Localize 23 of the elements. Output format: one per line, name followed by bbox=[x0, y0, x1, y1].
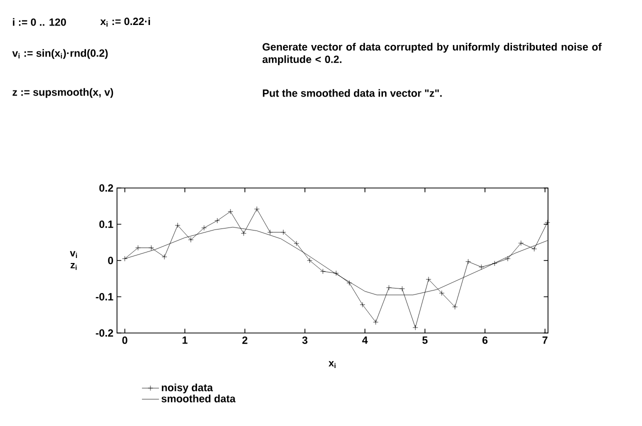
x-tick-label: 0 bbox=[122, 336, 128, 344]
x-tick-label: 5 bbox=[422, 336, 428, 344]
legend-label: noisy data bbox=[162, 384, 213, 394]
x-tick-label: 7 bbox=[542, 336, 548, 344]
x-axis-title: x$_{i}$ bbox=[328, 361, 336, 368]
legend-label: smoothed data bbox=[162, 394, 236, 402]
y-tick-label: 0 bbox=[108, 256, 114, 264]
x-tick-label: 4 bbox=[362, 336, 368, 344]
y-axis-title: v$_{i}$ z$_{i}$ bbox=[70, 251, 77, 270]
text: v$_{i}$ := sin(x$_{i}$)·rnd(0.2) bbox=[12, 49, 108, 59]
text: z := supsmooth(x, v) bbox=[12, 88, 114, 98]
y-tick-label: 0.1 bbox=[99, 220, 114, 228]
text: x$_{i}$ := 0.22·i bbox=[100, 17, 150, 27]
y-tick-label: -0.1 bbox=[96, 293, 114, 300]
text: Put the smoothed data in vector "z". bbox=[262, 89, 442, 97]
text: Generate vector of data corrupted by uniformly distributed noise of amplitude < 0.2. bbox=[262, 42, 602, 66]
y-tick-label: -0.2 bbox=[96, 329, 114, 337]
x-tick-label: 3 bbox=[302, 336, 308, 344]
text: i := 0 .. 120 bbox=[12, 18, 66, 26]
x-tick-label: 1 bbox=[182, 336, 188, 344]
y-tick-label: 0.2 bbox=[99, 184, 114, 192]
x-tick-label: 2 bbox=[242, 336, 248, 344]
x-tick-label: 6 bbox=[482, 336, 488, 344]
